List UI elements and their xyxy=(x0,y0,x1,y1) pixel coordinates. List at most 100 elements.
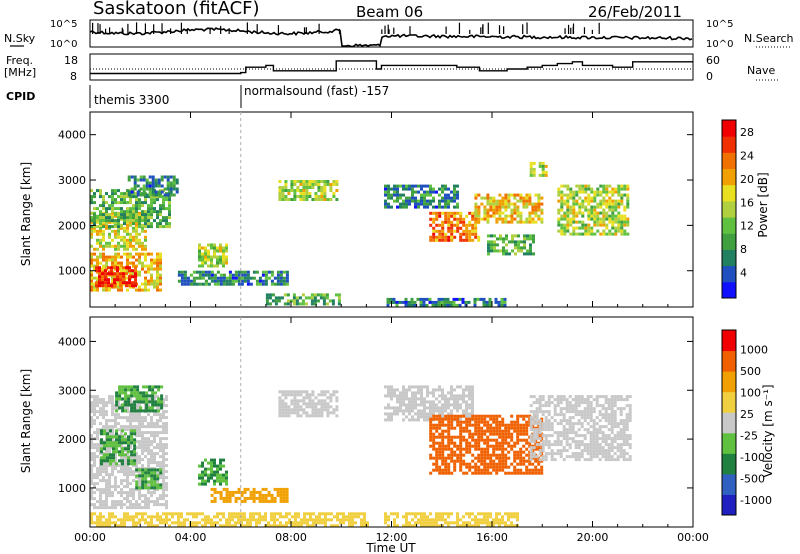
heatmap-cell xyxy=(501,420,505,424)
heatmap-cell xyxy=(625,452,629,456)
heatmap-cell xyxy=(219,458,222,462)
heatmap-cell xyxy=(105,500,108,504)
heatmap-cell xyxy=(165,494,168,498)
heatmap-cell xyxy=(144,512,147,516)
heatmap-cell xyxy=(135,407,138,411)
heatmap-cell xyxy=(150,416,153,420)
heatmap-cell xyxy=(129,220,132,224)
heatmap-cell xyxy=(604,455,608,459)
heatmap-cell xyxy=(560,232,564,236)
heatmap-cell xyxy=(210,261,213,265)
heatmap-cell xyxy=(465,471,469,475)
heatmap-cell xyxy=(429,438,433,442)
heatmap-cell xyxy=(135,458,138,462)
heatmap-cell xyxy=(617,187,621,191)
heatmap-cell xyxy=(144,455,147,459)
heatmap-cell xyxy=(144,195,147,199)
heatmap-cell xyxy=(493,234,496,238)
heatmap-cell xyxy=(302,396,306,400)
heatmap-cell xyxy=(620,193,624,197)
heatmap-cell xyxy=(144,276,147,280)
heatmap-cell xyxy=(237,521,240,525)
heatmap-cell xyxy=(617,217,621,221)
heatmap-cell xyxy=(169,193,173,197)
heatmap-cell xyxy=(99,210,102,214)
heatmap-cell xyxy=(435,229,439,233)
heatmap-cell xyxy=(408,196,411,200)
heatmap-cell xyxy=(293,390,297,394)
heatmap-cell xyxy=(504,426,508,430)
heatmap-cell xyxy=(132,226,135,230)
heatmap-cell xyxy=(510,462,514,466)
heatmap-cell xyxy=(450,423,454,427)
heatmap-cell xyxy=(156,198,159,202)
heatmap-cell xyxy=(559,455,563,459)
heatmap-cell xyxy=(450,232,454,236)
heatmap-cell xyxy=(589,458,593,462)
heatmap-cell xyxy=(420,184,423,188)
heatmap-cell xyxy=(405,409,408,413)
heatmap-cell xyxy=(114,479,117,483)
heatmap-cell xyxy=(489,414,493,418)
heatmap-cell xyxy=(474,220,478,224)
heatmap-cell xyxy=(159,425,162,429)
heatmap-cell xyxy=(387,193,390,197)
heatmap-cell xyxy=(541,404,545,408)
heatmap-cell xyxy=(126,226,129,230)
heatmap-cell xyxy=(104,275,107,279)
heatmap-cell xyxy=(589,437,593,441)
heatmap-cell xyxy=(105,419,108,423)
heatmap-cell xyxy=(204,258,207,262)
heatmap-cell xyxy=(501,468,505,472)
heatmap-cell xyxy=(118,459,121,463)
heatmap-cell xyxy=(396,193,399,197)
heatmap-cell xyxy=(611,232,615,236)
heatmap-cell xyxy=(96,395,99,399)
heatmap-cell xyxy=(131,275,134,279)
heatmap-cell xyxy=(138,455,141,459)
heatmap-cell xyxy=(477,208,481,212)
heatmap-cell xyxy=(611,226,615,230)
heatmap-cell xyxy=(429,400,432,404)
heatmap-cell xyxy=(330,512,333,516)
heatmap-cell xyxy=(105,219,108,223)
heatmap-cell xyxy=(504,471,508,475)
heatmap-cell xyxy=(109,459,112,463)
heatmap-cell xyxy=(489,208,493,212)
heatmap-cell xyxy=(286,293,290,297)
heatmap-cell xyxy=(265,302,269,306)
heatmap-cell xyxy=(616,455,620,459)
heatmap-cell xyxy=(456,193,459,197)
heatmap-cell xyxy=(331,299,335,303)
heatmap-cell xyxy=(596,205,600,209)
heatmap-cell xyxy=(90,521,93,525)
heatmap-cell xyxy=(432,394,435,398)
heatmap-cell xyxy=(580,449,584,453)
heatmap-cell xyxy=(616,422,620,426)
heatmap-cell xyxy=(563,223,567,227)
heatmap-cell xyxy=(450,403,453,407)
heatmap-cell xyxy=(318,515,321,519)
heatmap-cell xyxy=(165,485,168,489)
heatmap-cell xyxy=(225,282,229,286)
heatmap-cell xyxy=(399,403,402,407)
heatmap-cell xyxy=(384,184,387,188)
heatmap-cell xyxy=(114,258,117,262)
heatmap-cell xyxy=(501,205,505,209)
heatmap-cell xyxy=(117,241,120,245)
heatmap-cell xyxy=(560,229,564,233)
heatmap-cell xyxy=(423,385,426,389)
heatmap-cell xyxy=(586,416,590,420)
heatmap-cell xyxy=(574,401,578,405)
heatmap-cell xyxy=(474,456,478,460)
heatmap-cell xyxy=(121,462,124,466)
heatmap-cell xyxy=(435,235,439,239)
heatmap-cell xyxy=(559,398,563,402)
heatmap-cell xyxy=(147,486,151,490)
heatmap-cell xyxy=(599,205,603,209)
heatmap-cell xyxy=(492,214,496,218)
heatmap-cell xyxy=(462,435,466,439)
heatmap-cell xyxy=(613,398,617,402)
heatmap-cell xyxy=(157,409,161,413)
heatmap-cell xyxy=(162,416,165,420)
